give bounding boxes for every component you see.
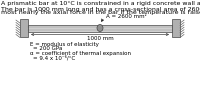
- Ellipse shape: [97, 24, 103, 32]
- Text: A prismatic bar at 10°C is constrained in a rigid concrete wall at both ends.: A prismatic bar at 10°C is constrained i…: [1, 1, 200, 6]
- Bar: [20, 19, 28, 37]
- Text: The bar is 1000 mm long and has a cross-sectional area of 2600 mm². What is: The bar is 1000 mm long and has a cross-…: [1, 6, 200, 11]
- Bar: [28, 24, 172, 32]
- Text: = 9.4 x 10⁻⁶/°C: = 9.4 x 10⁻⁶/°C: [33, 56, 75, 61]
- Text: A = 2600 mm²: A = 2600 mm²: [106, 14, 147, 19]
- Text: 1000 mm: 1000 mm: [87, 36, 113, 40]
- Text: α = coefficient of thermal expansion: α = coefficient of thermal expansion: [30, 51, 131, 56]
- Text: E = modulus of elasticity: E = modulus of elasticity: [30, 42, 99, 47]
- Bar: [172, 19, 180, 37]
- Text: most nearly the axial force in the bar if the temperature is raised to 40°C?: most nearly the axial force in the bar i…: [1, 10, 200, 15]
- Text: = 200 GPa: = 200 GPa: [33, 46, 62, 52]
